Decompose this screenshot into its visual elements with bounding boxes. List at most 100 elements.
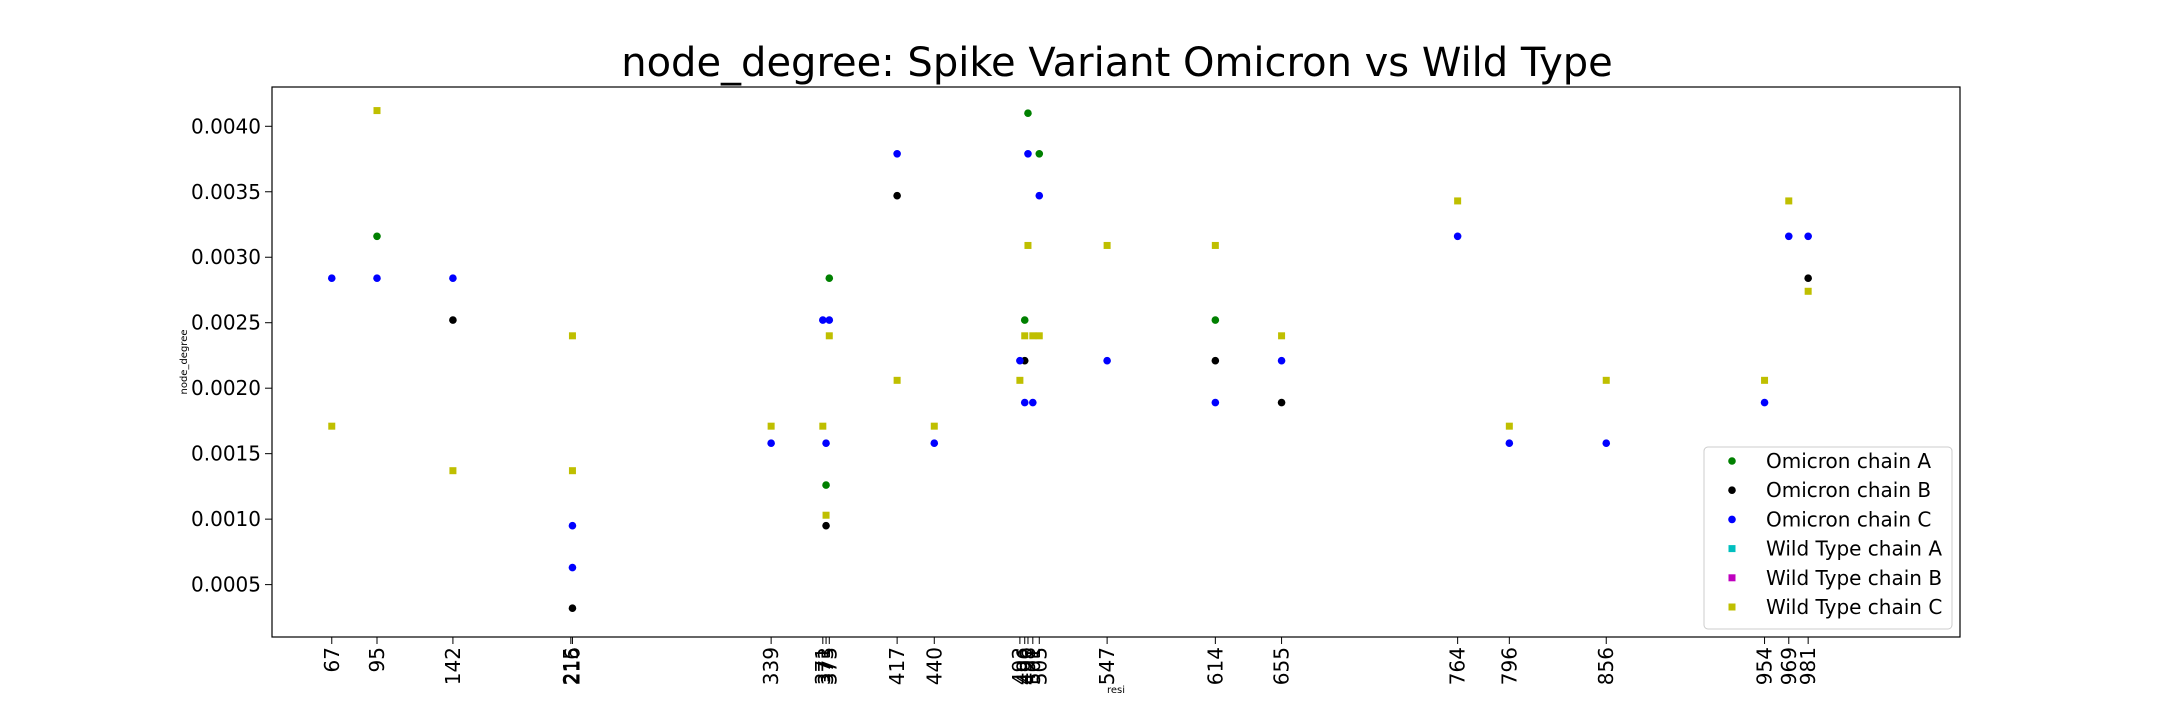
- data-point-series-2: [1103, 356, 1111, 365]
- data-point-series-5: [328, 422, 336, 430]
- data-point-series-2: [893, 149, 901, 158]
- legend-marker: [1728, 515, 1736, 524]
- data-point-series-0: [373, 232, 381, 241]
- data-point-series-5: [1602, 376, 1610, 384]
- y-tick-label: 0.0020: [191, 376, 261, 400]
- data-point-series-2: [1804, 232, 1812, 241]
- data-point-series-2: [568, 521, 577, 530]
- data-point-series-2: [822, 439, 830, 447]
- data-point-series-2: [568, 563, 577, 572]
- y-tick-label: 0.0030: [191, 245, 261, 269]
- data-point-series-2: [1277, 356, 1286, 365]
- data-point-series-5: [822, 511, 830, 519]
- legend-box: [1703, 446, 1953, 630]
- data-point-series-5: [1454, 197, 1462, 205]
- data-point-series-5: [1505, 422, 1513, 430]
- x-tick-label: 67: [320, 647, 344, 672]
- data-point-series-2: [1784, 232, 1793, 241]
- legend-entry: Wild Type chain C: [1766, 595, 1942, 619]
- data-point-series-5: [825, 332, 833, 340]
- legend-marker: [1728, 545, 1736, 553]
- data-point-series-5: [767, 422, 775, 430]
- x-tick-label: 440: [922, 647, 946, 685]
- data-point-series-5: [1035, 332, 1043, 340]
- data-point-series-5: [893, 376, 901, 384]
- data-point-series-2: [1760, 398, 1769, 407]
- data-point-series-2: [767, 439, 775, 447]
- x-tick-label: 496: [1013, 647, 1037, 685]
- data-point-series-2: [1211, 398, 1220, 407]
- data-point-series-5: [930, 422, 938, 430]
- x-tick-label: 215: [559, 647, 583, 685]
- data-point-series-5: [1016, 376, 1024, 384]
- data-point-series-1: [1804, 274, 1812, 282]
- data-point-series-5: [568, 332, 576, 340]
- legend: Omicron chain A Omicron chain B Omicron ch…: [1703, 446, 1953, 630]
- data-point-series-5: [1278, 332, 1286, 340]
- x-tick-label: 969: [1777, 647, 1801, 685]
- x-tick-label: 856: [1594, 647, 1618, 685]
- x-tick-label: 655: [1270, 647, 1294, 685]
- x-tick-label: 373: [814, 647, 838, 685]
- data-point-series-1: [1277, 398, 1286, 407]
- data-point-series-2: [1453, 232, 1462, 241]
- data-point-series-2: [1024, 149, 1032, 158]
- data-point-series-1: [1211, 356, 1220, 365]
- data-point-series-1: [822, 521, 830, 530]
- data-point-series-2: [449, 274, 457, 282]
- x-tick-label: 981: [1796, 647, 1820, 685]
- data-point-series-5: [1029, 332, 1037, 340]
- x-tick-label: 614: [1203, 647, 1227, 685]
- y-tick-label: 0.0005: [191, 573, 261, 597]
- data-point-series-5: [1021, 332, 1029, 340]
- y-tick-label: 0.0025: [191, 311, 261, 335]
- data-point-series-2: [930, 439, 939, 447]
- legend-entry: Omicron chain C: [1766, 507, 1931, 531]
- legend-marker: [1728, 457, 1736, 465]
- x-axis-label: resi: [1107, 685, 1125, 696]
- legend-entry: Wild Type chain B: [1766, 566, 1942, 590]
- data-point-series-5: [568, 467, 576, 475]
- legend-marker: [1728, 603, 1736, 611]
- data-point-series-0: [825, 274, 834, 282]
- plot-frame: [271, 86, 1961, 638]
- x-tick-label: 142: [441, 647, 465, 685]
- x-tick-label: 371: [811, 647, 835, 685]
- data-point-series-5: [819, 422, 827, 430]
- data-point-series-5: [1804, 287, 1812, 295]
- legend-marker: [1728, 486, 1736, 495]
- data-point-series-2: [1016, 356, 1024, 365]
- data-point-series-5: [373, 107, 381, 115]
- data-point-series-2: [1035, 191, 1044, 200]
- x-tick-label: 498: [1016, 647, 1040, 685]
- x-tick-label: 547: [1095, 647, 1119, 685]
- data-point-series-2: [373, 274, 381, 282]
- y-tick-label: 0.0035: [191, 180, 261, 204]
- data-point-series-0: [822, 481, 830, 489]
- x-tick-label: 417: [885, 647, 909, 685]
- data-point-series-0: [1211, 316, 1220, 324]
- legend-marker: [1728, 574, 1736, 582]
- x-tick-label: 339: [759, 647, 783, 685]
- data-point-series-2: [327, 274, 336, 282]
- x-tick-label: 216: [560, 647, 584, 685]
- x-tick-label: 505: [1027, 647, 1051, 685]
- x-tick-label: 493: [1008, 647, 1032, 685]
- legend-entry: Wild Type chain A: [1766, 537, 1942, 561]
- data-point-series-0: [1024, 109, 1032, 117]
- data-point-series-5: [1761, 376, 1769, 384]
- x-tick-label: 796: [1497, 647, 1521, 685]
- data-point-series-1: [449, 316, 457, 324]
- y-tick-label: 0.0015: [191, 442, 261, 466]
- data-point-series-2: [819, 316, 827, 324]
- x-tick-label: 95: [365, 647, 389, 672]
- data-point-series-2: [1029, 398, 1037, 407]
- data-point-series-5: [449, 467, 457, 475]
- chart-title: node_degree: Spike Variant Omicron vs Wi…: [621, 40, 1613, 86]
- data-point-series-1: [568, 604, 577, 612]
- x-tick-label: 764: [1446, 647, 1470, 685]
- legend-entry: Omicron chain A: [1766, 449, 1931, 473]
- data-point-series-2: [1602, 439, 1611, 447]
